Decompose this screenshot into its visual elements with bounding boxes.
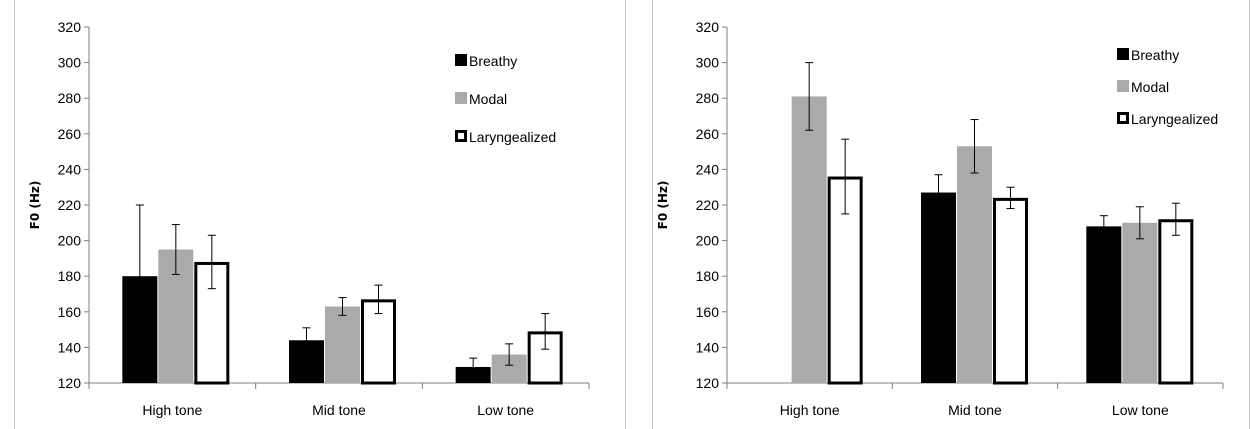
error-bar-laryngealized-high-tone — [841, 138, 850, 215]
y-axis-label: F0 (Hz) — [656, 181, 670, 230]
y-tick-label: 140 — [696, 339, 720, 355]
bar-breathy-low-tone — [1086, 226, 1122, 383]
legend-item-modal: Modal — [455, 91, 507, 107]
error-bar-breathy-mid-tone — [934, 174, 943, 211]
error-bar-laryngealized-low-tone — [1171, 202, 1180, 236]
y-tick-label: 140 — [58, 339, 82, 355]
y-tick-label: 280 — [696, 90, 720, 106]
y-tick-label: 200 — [696, 233, 720, 249]
y-tick-label: 240 — [696, 161, 720, 177]
legend-swatch — [1117, 112, 1129, 124]
legend-item-breathy: Breathy — [455, 53, 517, 69]
category-label: Mid tone — [948, 402, 1002, 418]
error-bar-breathy-low-tone — [469, 357, 478, 377]
error-bar-modal-high-tone — [805, 62, 814, 131]
y-tick-label: 160 — [696, 304, 720, 320]
error-bar-modal-low-tone — [505, 343, 514, 366]
error-bar-laryngealized-mid-tone — [374, 284, 383, 315]
category-label: Low tone — [1112, 402, 1169, 418]
error-bar-modal-high-tone — [171, 224, 180, 275]
y-tick-label: 320 — [58, 19, 82, 35]
y-tick-label: 180 — [58, 268, 82, 284]
error-bar-modal-mid-tone — [970, 119, 979, 174]
category-label: High tone — [780, 402, 840, 418]
bar-modal-high-tone — [791, 96, 827, 384]
error-bar-modal-low-tone — [1135, 206, 1144, 240]
bar-laryngealized-low-tone — [1158, 219, 1194, 385]
legend-item-breathy: Breathy — [1117, 47, 1179, 63]
y-tick-label: 180 — [696, 268, 720, 284]
legend-label: Modal — [1131, 79, 1169, 95]
bar-modal-mid-tone — [957, 146, 992, 383]
y-tick-label: 300 — [696, 55, 720, 71]
legend-label: Modal — [469, 91, 507, 107]
bar-modal-low-tone — [1122, 222, 1158, 383]
y-tick-label: 300 — [58, 55, 82, 71]
bar-breathy-mid-tone — [921, 192, 956, 383]
error-bar-breathy-mid-tone — [302, 327, 311, 354]
bar-laryngealized-mid-tone — [361, 299, 396, 385]
error-bar-modal-mid-tone — [338, 297, 347, 316]
bar-laryngealized-mid-tone — [993, 197, 1028, 385]
legend-item-modal: Modal — [1117, 79, 1169, 95]
legend-label: Breathy — [469, 53, 517, 69]
error-bar-breathy-high-tone — [135, 204, 144, 348]
y-tick-label: 120 — [58, 375, 82, 391]
legend-swatch — [1117, 48, 1129, 60]
bar-modal-mid-tone — [325, 306, 360, 383]
legend-item-laryngealized: Laryngealized — [1117, 111, 1218, 127]
y-tick-label: 280 — [58, 90, 82, 106]
legend-label: Laryngealized — [1131, 111, 1218, 127]
y-tick-label: 120 — [696, 375, 720, 391]
y-axis-label: F0 (Hz) — [28, 181, 42, 230]
y-tick-label: 160 — [58, 304, 82, 320]
y-tick-label: 200 — [58, 233, 82, 249]
y-tick-label: 220 — [58, 197, 82, 213]
y-tick-label: 240 — [58, 161, 82, 177]
category-label: Low tone — [477, 402, 534, 418]
chart-panel-right: 120 140 160 180 200 220 240 260 280 300 320 F0 (Hz)… — [652, 0, 1250, 429]
error-bar-laryngealized-mid-tone — [1006, 186, 1015, 210]
error-bar-laryngealized-low-tone — [541, 313, 550, 350]
error-bar-breathy-low-tone — [1099, 215, 1108, 238]
legend-label: Laryngealized — [469, 129, 556, 145]
y-tick-label: 220 — [696, 197, 720, 213]
error-bar-laryngealized-high-tone — [207, 234, 216, 290]
category-label: High tone — [142, 402, 202, 418]
legend-swatch — [455, 92, 467, 104]
y-tick-label: 260 — [696, 126, 720, 142]
f0-bar-chart-left: 120 140 160 180 200 220 240 260 280 300 320 F0 (Hz)… — [28, 19, 590, 418]
category-label: Mid tone — [312, 402, 366, 418]
legend-swatch — [455, 130, 467, 142]
f0-bar-chart-right: 120 140 160 180 200 220 240 260 280 300 320 F0 (Hz)… — [656, 19, 1224, 418]
legend-item-laryngealized: Laryngealized — [455, 129, 556, 145]
chart-panel-left: 120 140 160 180 200 220 240 260 280 300 320 F0 (Hz)… — [14, 0, 626, 429]
legend-label: Breathy — [1131, 47, 1179, 63]
y-tick-label: 260 — [58, 126, 82, 142]
legend-swatch — [455, 54, 467, 66]
legend-swatch — [1117, 80, 1129, 92]
y-tick-label: 320 — [696, 19, 720, 35]
